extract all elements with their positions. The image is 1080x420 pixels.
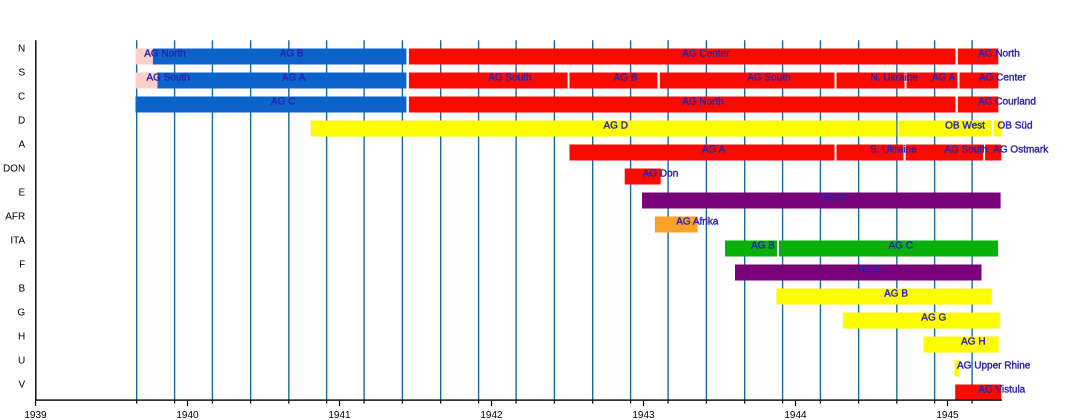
svg-text:AG Don: AG Don bbox=[643, 168, 679, 179]
svg-text:AG A: AG A bbox=[282, 72, 306, 83]
svg-text:AG Upper Rhine: AG Upper Rhine bbox=[957, 360, 1031, 371]
svg-text:AFR: AFR bbox=[5, 212, 25, 223]
svg-text:AG Afrika: AG Afrika bbox=[676, 216, 719, 227]
svg-text:F: F bbox=[19, 260, 25, 271]
svg-text:AG F: AG F bbox=[858, 264, 881, 275]
svg-text:S. Ukraine: S. Ukraine bbox=[870, 144, 917, 155]
svg-text:U: U bbox=[18, 356, 25, 367]
svg-text:V: V bbox=[19, 380, 26, 391]
svg-text:AG North: AG North bbox=[978, 48, 1020, 59]
svg-text:AG C: AG C bbox=[271, 96, 295, 107]
svg-text:C: C bbox=[18, 92, 25, 103]
svg-text:AG South: AG South bbox=[747, 72, 790, 83]
svg-text:1942: 1942 bbox=[480, 410, 503, 420]
svg-text:OB West: OB West bbox=[945, 120, 985, 131]
svg-text:AG North: AG North bbox=[144, 48, 186, 59]
svg-text:AG B: AG B bbox=[614, 72, 638, 83]
svg-text:AG B: AG B bbox=[280, 48, 304, 59]
svg-text:ITA: ITA bbox=[10, 236, 25, 247]
svg-text:S: S bbox=[19, 68, 26, 79]
svg-text:1941: 1941 bbox=[328, 410, 351, 420]
svg-text:AG C: AG C bbox=[889, 240, 913, 251]
svg-text:H: H bbox=[18, 332, 25, 343]
svg-text:AG Center: AG Center bbox=[682, 48, 730, 59]
svg-text:AG A: AG A bbox=[702, 144, 726, 155]
svg-text:AG Vistula: AG Vistula bbox=[978, 384, 1025, 395]
svg-text:AG G: AG G bbox=[921, 312, 946, 323]
svg-text:AG E: AG E bbox=[821, 192, 845, 203]
svg-text:AG B: AG B bbox=[751, 240, 775, 251]
svg-text:E: E bbox=[19, 188, 26, 199]
svg-text:AG D: AG D bbox=[604, 120, 628, 131]
svg-text:1939: 1939 bbox=[24, 410, 47, 420]
svg-text:AG South: AG South bbox=[488, 72, 531, 83]
svg-text:1940: 1940 bbox=[176, 410, 199, 420]
svg-text:AG Center: AG Center bbox=[979, 72, 1027, 83]
svg-text:AG B: AG B bbox=[884, 288, 908, 299]
svg-text:AG Ostmark: AG Ostmark bbox=[993, 144, 1049, 155]
svg-text:G: G bbox=[17, 308, 25, 319]
svg-text:AG North: AG North bbox=[682, 96, 724, 107]
svg-text:DON: DON bbox=[3, 164, 25, 175]
svg-text:AG South: AG South bbox=[944, 144, 987, 155]
svg-text:OB Süd: OB Süd bbox=[998, 120, 1033, 131]
svg-text:A: A bbox=[19, 140, 26, 151]
svg-text:1944: 1944 bbox=[784, 410, 807, 420]
svg-text:D: D bbox=[18, 116, 25, 127]
svg-text:AG H: AG H bbox=[961, 336, 985, 347]
svg-text:N. Ukraine: N. Ukraine bbox=[871, 72, 919, 83]
svg-text:AG Courland: AG Courland bbox=[978, 96, 1036, 107]
svg-text:B: B bbox=[19, 284, 26, 295]
svg-text:1945: 1945 bbox=[936, 410, 959, 420]
svg-text:AG South: AG South bbox=[147, 72, 190, 83]
svg-text:1943: 1943 bbox=[632, 410, 655, 420]
svg-text:N: N bbox=[18, 44, 25, 55]
svg-text:AG A: AG A bbox=[932, 72, 956, 83]
